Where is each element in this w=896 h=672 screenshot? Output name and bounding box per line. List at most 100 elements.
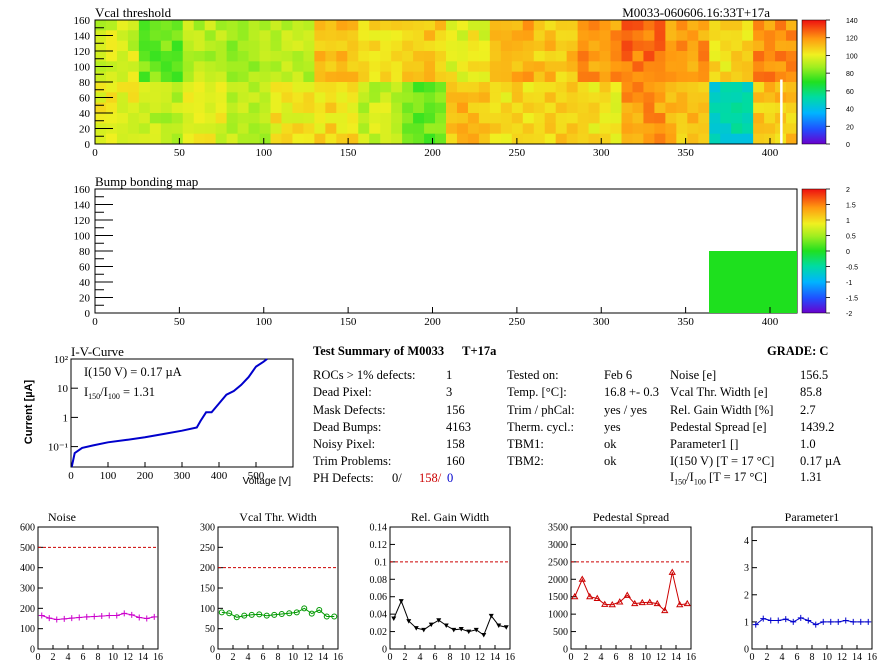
vcal-cell bbox=[424, 30, 436, 42]
vcal-cell bbox=[270, 30, 282, 42]
vcal-cell bbox=[610, 92, 622, 104]
vcal-cell bbox=[544, 61, 557, 73]
iv-y-tick-label: 10⁻¹ bbox=[48, 442, 68, 454]
vcal-cell bbox=[566, 40, 579, 52]
vcal-cell bbox=[446, 123, 458, 135]
vcal-cell bbox=[435, 20, 447, 31]
trend-x-tick-label: 8 bbox=[629, 652, 634, 663]
vcal-cell bbox=[391, 92, 403, 104]
vcal-cell bbox=[500, 71, 513, 83]
vcal-cell bbox=[270, 133, 282, 145]
vcal-cell bbox=[226, 92, 239, 104]
trend-x-tick-label: 14 bbox=[671, 652, 681, 663]
vcal-cell bbox=[248, 51, 261, 62]
vcal-cell bbox=[237, 61, 250, 73]
vcal-cell bbox=[160, 61, 173, 73]
trend-y-tick-label: 500 bbox=[553, 627, 568, 638]
trend-point bbox=[790, 618, 797, 625]
vcal-cell bbox=[489, 40, 502, 52]
vcal-cell bbox=[577, 71, 590, 83]
trend-x-tick-label: 16 bbox=[153, 652, 163, 663]
vcal-cell bbox=[182, 123, 195, 135]
trend-x-tick-label: 2 bbox=[51, 652, 56, 663]
vcal-cell bbox=[621, 20, 633, 31]
vcal-cell bbox=[588, 61, 601, 73]
vcal-cell bbox=[687, 102, 699, 114]
vcal-cell bbox=[95, 133, 107, 145]
vcal-cell bbox=[511, 40, 524, 52]
vcal-cell bbox=[347, 113, 359, 124]
trend-point bbox=[623, 591, 631, 598]
vcal-cell bbox=[369, 92, 381, 104]
vcal-cell bbox=[292, 102, 304, 114]
vcal-cell bbox=[325, 133, 337, 145]
vcal-cell bbox=[171, 133, 184, 145]
vcal-cell bbox=[467, 40, 480, 52]
vcal-cell bbox=[588, 30, 601, 42]
quality-label: Vcal Thr. Width [e] bbox=[670, 385, 768, 400]
vcal-cell bbox=[698, 133, 710, 145]
vcal-cell bbox=[204, 71, 217, 83]
trend-y-tick-label: 1 bbox=[744, 617, 749, 628]
vcal-cell bbox=[95, 20, 107, 31]
trend-point bbox=[391, 616, 397, 621]
vcal-cell bbox=[599, 102, 612, 114]
vcal-cell bbox=[182, 113, 195, 124]
vcal-cell bbox=[599, 71, 612, 83]
vcal-cell bbox=[621, 113, 633, 124]
vcal-dead-column bbox=[780, 79, 783, 144]
trend-point bbox=[278, 611, 285, 618]
iv-y-tick-label: 1 bbox=[63, 412, 69, 424]
vcal-cell bbox=[204, 102, 217, 114]
trend-point bbox=[271, 611, 278, 618]
vcal-cell bbox=[314, 123, 326, 135]
defect-value: 1 bbox=[446, 368, 453, 382]
vcal-cell bbox=[402, 51, 414, 62]
trend-point bbox=[752, 621, 759, 628]
vcal-cell bbox=[687, 82, 699, 93]
trend-y-tick-label: 0 bbox=[563, 645, 568, 656]
vcal-cell bbox=[116, 133, 129, 145]
vcal-cell bbox=[446, 102, 458, 114]
vcal-cell bbox=[577, 102, 590, 114]
vcal-x-axis: 0 50 100 150 200 250 300 350 400 bbox=[92, 138, 779, 159]
vcal-cell bbox=[215, 113, 228, 124]
defect-label: Noisy Pixel: bbox=[313, 437, 376, 452]
trend-point bbox=[53, 616, 60, 623]
vcal-cell bbox=[138, 40, 151, 52]
trend-y-tick-label: 0.12 bbox=[370, 540, 388, 551]
vcal-cell bbox=[566, 102, 579, 114]
vcal-cell bbox=[292, 92, 304, 104]
vcal-cell bbox=[544, 102, 557, 114]
vcal-scale-tick-label: 140 bbox=[846, 18, 858, 25]
vcal-cell bbox=[193, 51, 206, 62]
vcal-cell bbox=[292, 20, 304, 31]
vcal-cell bbox=[632, 82, 644, 93]
vcal-cell bbox=[742, 102, 754, 114]
vcal-cell bbox=[391, 102, 403, 114]
vcal-cell bbox=[116, 113, 129, 124]
vcal-cell bbox=[413, 30, 425, 42]
trend-point bbox=[586, 592, 594, 600]
test-info-label: Trim / phCal: bbox=[507, 402, 575, 417]
vcal-cell bbox=[138, 82, 151, 93]
vcal-cell bbox=[347, 51, 359, 62]
bump-y-tick-label: 20 bbox=[79, 293, 91, 305]
vcal-cell bbox=[500, 92, 513, 104]
vcal-cell bbox=[731, 20, 743, 31]
vcal-cell bbox=[116, 30, 129, 42]
vcal-cell bbox=[369, 82, 381, 93]
vcal-x-tick-label: 400 bbox=[762, 147, 779, 159]
trend-point bbox=[466, 629, 472, 635]
vcal-x-tick-label: 150 bbox=[340, 147, 357, 159]
vcal-cell bbox=[764, 20, 776, 31]
vcal-cell bbox=[226, 82, 239, 93]
vcal-cell bbox=[753, 30, 765, 42]
trend-y-tick-label: 500 bbox=[20, 543, 35, 554]
vcal-cell bbox=[489, 123, 502, 135]
vcal-cell bbox=[687, 61, 699, 73]
bump-color-scale bbox=[801, 188, 827, 314]
vcal-cell bbox=[786, 40, 798, 52]
vcal-cell bbox=[753, 82, 765, 93]
vcal-cell bbox=[731, 102, 743, 114]
